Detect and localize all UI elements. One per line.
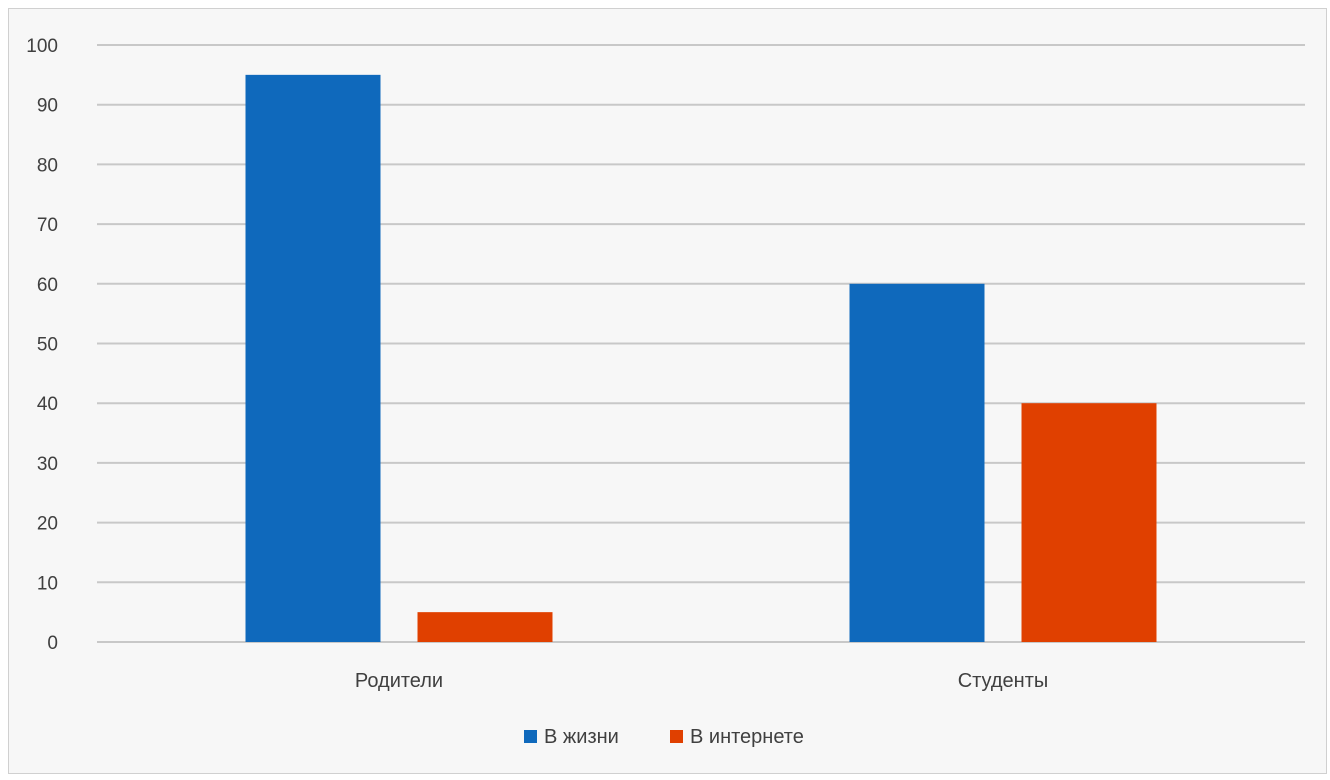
bar-v-zhizni-studenty — [849, 283, 985, 642]
x-category-label: Родители — [355, 670, 443, 692]
y-tick-label: 20 — [37, 514, 58, 535]
y-tick-label: 90 — [37, 96, 58, 117]
x-axis-categories: Родители Студенты — [355, 670, 1048, 692]
y-axis-ticks: 0 10 20 30 40 50 60 70 80 90 100 — [26, 36, 58, 654]
bars — [245, 74, 1157, 643]
legend-swatch — [524, 730, 537, 743]
chart-frame — [8, 8, 1327, 774]
y-tick-label: 50 — [37, 335, 58, 356]
legend-label: В жизни — [544, 726, 619, 748]
y-tick-label: 60 — [37, 275, 58, 296]
legend-swatch — [670, 730, 683, 743]
y-tick-label: 100 — [26, 36, 58, 57]
y-tick-label: 0 — [47, 633, 58, 654]
y-tick-label: 30 — [37, 454, 58, 475]
x-category-label: Студенты — [958, 670, 1049, 692]
legend-label: В интернете — [690, 726, 804, 748]
y-tick-label: 80 — [37, 155, 58, 176]
bar-v-zhizni-roditeli — [245, 74, 381, 643]
bar-v-internete-roditeli — [417, 612, 553, 642]
legend: В жизни В интернете — [524, 726, 804, 748]
y-tick-label: 70 — [37, 215, 58, 236]
y-tick-label: 40 — [37, 394, 58, 415]
y-tick-label: 10 — [37, 573, 58, 594]
bar-v-internete-studenty — [1021, 403, 1157, 642]
